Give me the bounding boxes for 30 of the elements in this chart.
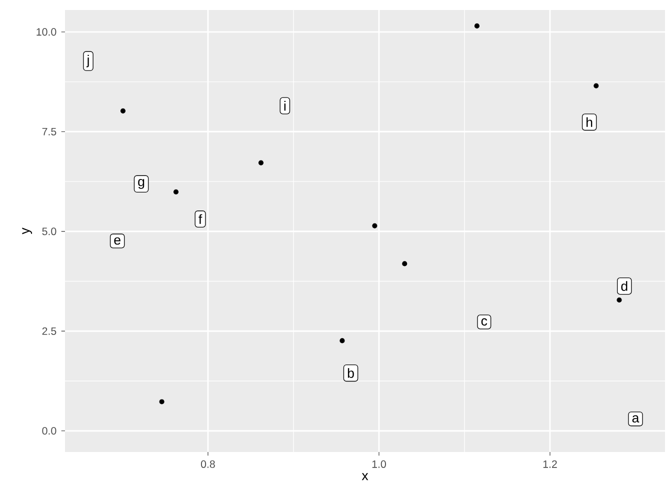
annotation: e — [114, 238, 120, 245]
annotation: c — [481, 318, 488, 326]
point — [120, 108, 126, 114]
annotation: d — [621, 281, 628, 292]
annotation: h — [586, 117, 592, 128]
point — [594, 83, 599, 89]
annotation: j — [86, 55, 89, 68]
y-tick-label: 0.0 — [42, 427, 56, 435]
y-tick-label: 7.5 — [42, 128, 56, 136]
annotation: i — [284, 101, 286, 111]
point — [474, 24, 480, 29]
point — [340, 338, 345, 344]
annotation: a — [632, 415, 640, 423]
point — [402, 261, 408, 266]
point — [159, 399, 164, 404]
x-tick-label: 0.8 — [200, 460, 215, 468]
x-axis-title: x — [362, 473, 368, 480]
point — [616, 298, 622, 303]
y-tick-label: 10.0 — [36, 28, 56, 36]
annotation: g — [138, 179, 144, 190]
annotation: b — [348, 368, 354, 378]
x-tick-label: 1.2 — [543, 460, 557, 468]
point — [173, 190, 179, 195]
y-tick-label: 2.5 — [42, 328, 56, 336]
annotation: f — [198, 214, 202, 224]
y-tick-label: 5.0 — [42, 228, 56, 236]
point — [258, 160, 264, 166]
y-axis-title: y — [22, 228, 32, 235]
x-tick-label: 1.0 — [372, 460, 386, 468]
point — [372, 223, 378, 229]
